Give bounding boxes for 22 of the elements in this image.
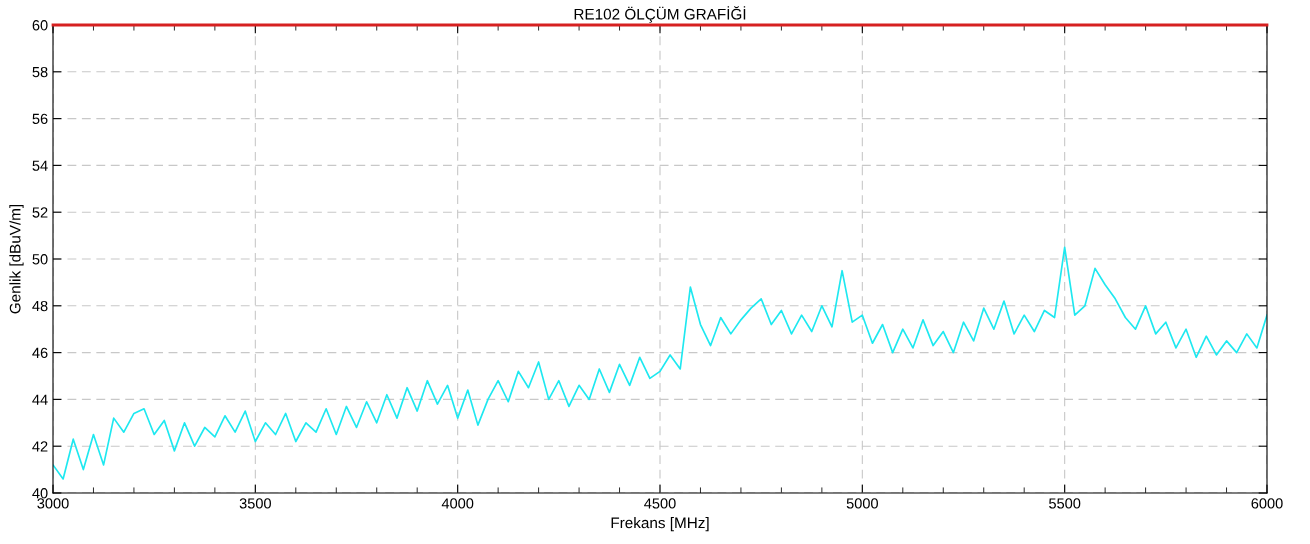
line-series <box>53 246 1267 480</box>
y-tick-label: 40 <box>32 488 48 499</box>
y-tick-label: 44 <box>32 394 48 405</box>
y-tick-label: 48 <box>32 300 48 312</box>
y-tick-label: 56 <box>32 113 48 125</box>
x-tick-label: 3000 <box>37 498 69 509</box>
y-tick-label: 52 <box>32 207 48 218</box>
x-tick-label: 5500 <box>1049 498 1081 509</box>
chart-title: RE102 ÖLÇÜM GRAFİĞİ <box>574 6 746 23</box>
x-tick-label: 4500 <box>644 498 676 509</box>
x-tick-label: 3500 <box>239 498 271 509</box>
y-tick-label: 50 <box>32 254 48 265</box>
y-tick-label: 60 <box>32 20 48 31</box>
y-tick-label: 42 <box>32 441 48 452</box>
y-tick-label: 46 <box>32 347 48 359</box>
y-tick-label: 58 <box>32 66 48 78</box>
x-tick-label: 6000 <box>1251 498 1283 509</box>
x-tick-label: 5000 <box>846 498 878 509</box>
y-axis-title: Genlik [dBuV/m] <box>9 204 24 314</box>
x-tick-label: 4000 <box>441 498 474 509</box>
x-axis-title: Frekans [MHz] <box>611 517 709 532</box>
y-tick-label: 54 <box>32 160 48 171</box>
